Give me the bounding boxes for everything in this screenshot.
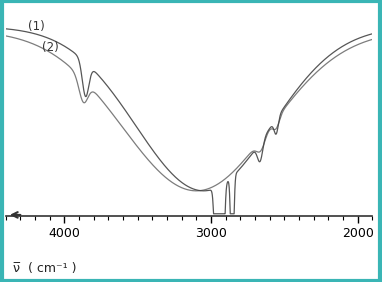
- Text: (1): (1): [28, 20, 44, 33]
- Text: ν̅  ( cm⁻¹ ): ν̅ ( cm⁻¹ ): [13, 262, 76, 275]
- Text: (2): (2): [42, 41, 59, 54]
